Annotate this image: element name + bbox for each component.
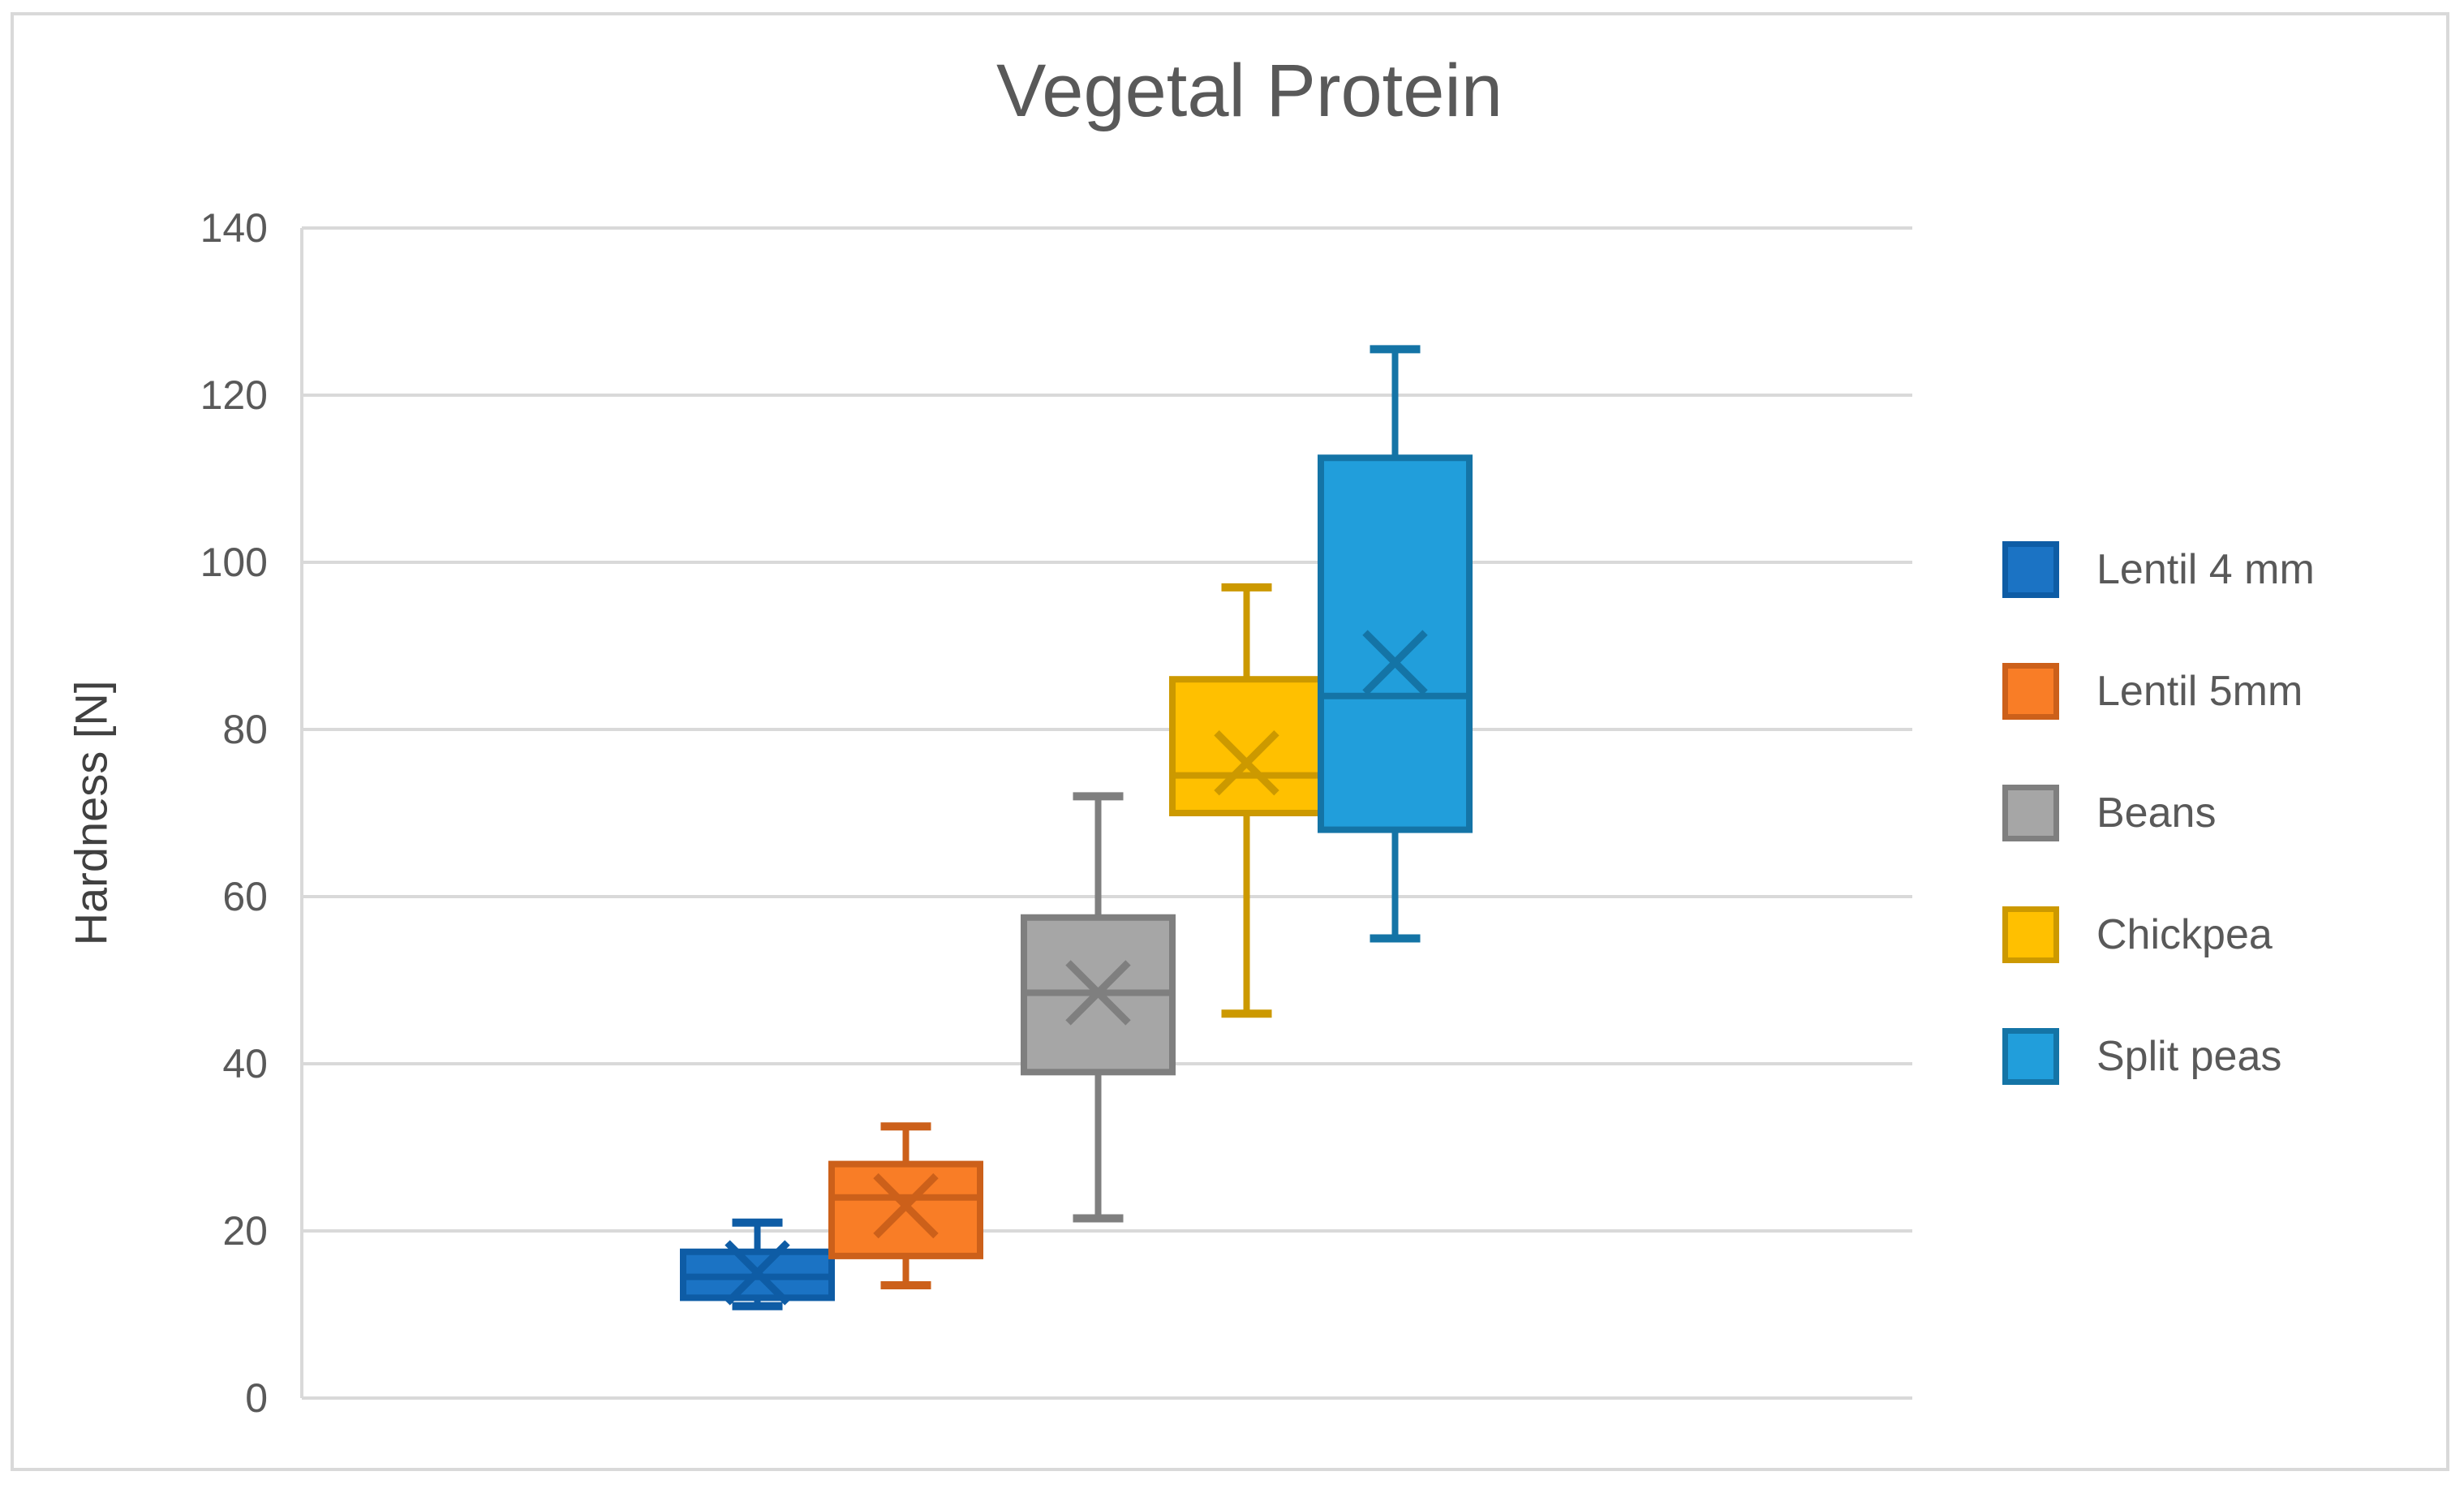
mean-marker-chickpea bbox=[1214, 730, 1279, 796]
legend-item-split-peas: Split peas bbox=[2002, 1028, 2282, 1085]
legend-swatch-split-peas bbox=[2002, 1028, 2059, 1085]
legend-label-beans: Beans bbox=[2096, 790, 2217, 837]
mean-marker-split-peas bbox=[1362, 630, 1428, 695]
legend-item-lentil-5mm: Lentil 5mm bbox=[2002, 663, 2303, 720]
y-tick-label: 120 bbox=[200, 372, 268, 418]
legend-item-beans: Beans bbox=[2002, 785, 2217, 841]
chart-title: Vegetal Protein bbox=[995, 49, 1503, 132]
mean-marker-lentil-5mm bbox=[873, 1172, 939, 1239]
box-chickpea bbox=[1169, 676, 1324, 817]
box-split-peas bbox=[1318, 454, 1473, 833]
y-tick-label: 140 bbox=[200, 205, 268, 251]
y-tick-label: 80 bbox=[222, 707, 268, 752]
y-tick-label: 60 bbox=[222, 874, 268, 919]
y-tick-label: 0 bbox=[245, 1375, 268, 1421]
legend-item-lentil-4-mm: Lentil 4 mm bbox=[2002, 541, 2315, 598]
legend-swatch-chickpea bbox=[2002, 906, 2059, 963]
legend-swatch-beans bbox=[2002, 785, 2059, 841]
legend-swatch-lentil-5mm bbox=[2002, 663, 2059, 720]
legend-label-lentil-4-mm: Lentil 4 mm bbox=[2096, 546, 2315, 593]
y-tick-label: 20 bbox=[222, 1208, 268, 1254]
mean-marker-beans bbox=[1065, 960, 1131, 1026]
mean-marker-lentil-4-mm bbox=[725, 1240, 790, 1306]
legend-label-chickpea: Chickpea bbox=[2096, 911, 2273, 958]
legend-item-chickpea: Chickpea bbox=[2002, 906, 2273, 963]
legend-label-split-peas: Split peas bbox=[2096, 1033, 2282, 1080]
y-tick-label: 100 bbox=[200, 540, 268, 585]
legend-label-lentil-5mm: Lentil 5mm bbox=[2096, 668, 2303, 715]
legend-swatch-lentil-4-mm bbox=[2002, 541, 2059, 598]
y-tick-label: 40 bbox=[222, 1041, 268, 1086]
